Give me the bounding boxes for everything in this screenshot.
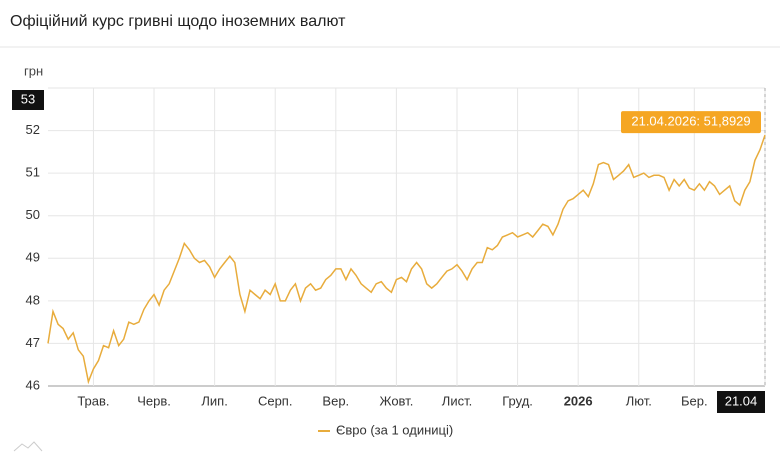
logo [13,441,43,452]
x-tick-label: Черв. [137,393,171,408]
x-tick-label: 2026 [564,393,593,408]
y-axis-label: грн [24,63,43,78]
tooltip-text: 21.04.2026: 51,8929 [631,114,750,129]
tooltip-box [621,111,761,134]
crosshair-x-box [717,391,765,413]
x-tick-label: Лист. [442,393,472,408]
y-tick-label: 49 [26,250,40,265]
x-tick-label: Груд. [502,393,533,408]
x-tick-label: Лип. [201,393,227,408]
line [47,134,766,385]
x-tick-label: Вер. [322,393,349,408]
x-tick-label: Лют. [626,393,652,408]
x-tick-label: Бер. [681,393,708,408]
x-tick-label: Трав. [77,393,109,408]
y-tick-label: 53 [21,91,35,106]
x-tick-label: Жовт. [379,393,413,408]
x-tick-label: 21.04 [725,393,758,408]
x-tick-label: Серп. [258,393,293,408]
y-tick-label: 48 [26,292,40,307]
y-tick-label: 52 [26,122,40,137]
page-title: Офіційний курс гривні щодо іноземних вал… [10,13,346,30]
y-tick-label: 47 [26,335,40,350]
y-tick-label: 46 [26,377,40,392]
y-tick-label: 51 [26,165,40,180]
crosshair-y-box [12,90,44,110]
legend-label: Євро (за 1 одиниці) [336,422,453,437]
y-tick-label: 50 [26,207,40,222]
